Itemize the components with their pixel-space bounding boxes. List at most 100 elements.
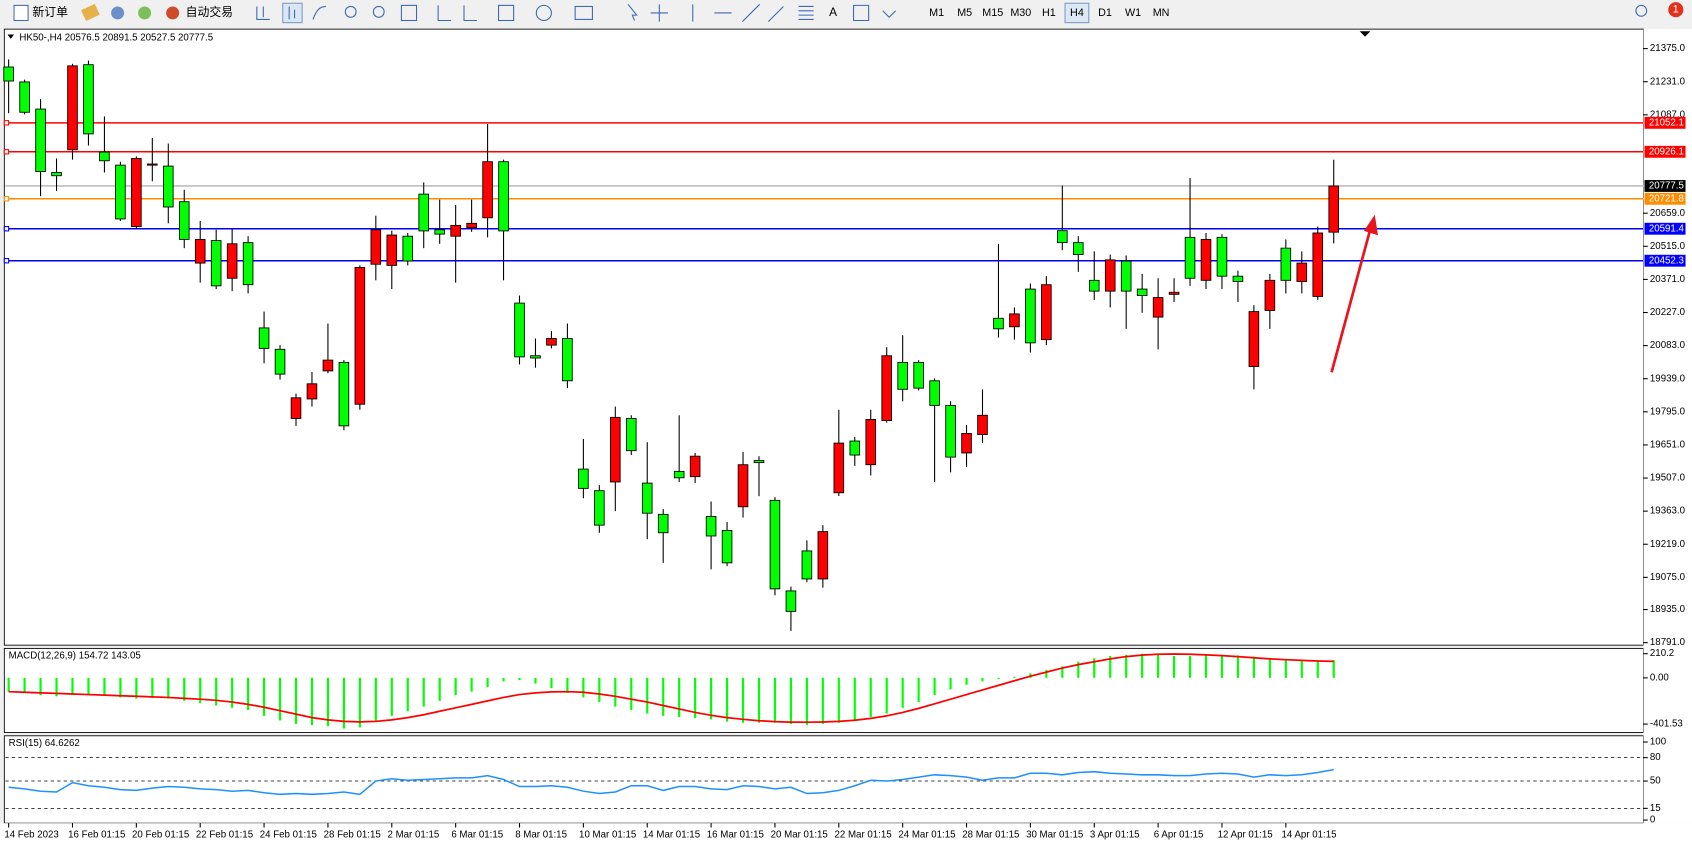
candle-body	[689, 455, 701, 478]
level-label-box	[1644, 192, 1686, 205]
chart-title: HK50-,H4 20576.5 20891.5 20527.5 20777.5	[19, 32, 213, 43]
candle-body	[993, 317, 1004, 330]
y-tick-label: 19363.0	[1650, 506, 1686, 517]
signal-line	[8, 653, 1334, 724]
level-label-box	[1644, 254, 1686, 267]
candle-body	[226, 243, 238, 279]
candle-body	[370, 229, 382, 265]
x-tick-label: 28 Feb 01:15	[324, 830, 381, 841]
timeframe-button[interactable]: M5	[957, 7, 972, 19]
y-tick-label: 100	[1650, 737, 1667, 748]
y-tick-label: 80	[1650, 752, 1661, 763]
level-handle	[3, 149, 10, 155]
candle-body	[290, 397, 302, 419]
rsi-line	[8, 768, 1334, 796]
candle-body	[242, 242, 254, 286]
y-tick-label: 20083.0	[1650, 340, 1686, 351]
icon	[138, 6, 152, 20]
candle-body	[721, 530, 733, 564]
candle-body	[1184, 236, 1196, 279]
timeframe-button[interactable]: H1	[1042, 7, 1056, 19]
candle-body	[929, 380, 940, 406]
candle-body	[482, 161, 493, 219]
timeframe-button[interactable]: D1	[1098, 7, 1112, 19]
candle-body	[162, 165, 174, 208]
candle-body	[466, 222, 477, 229]
icon	[400, 4, 418, 22]
timeframe-button[interactable]: M15	[982, 7, 1003, 19]
candle-body	[913, 361, 924, 389]
annotation-arrow	[1330, 214, 1378, 373]
price-label: 20777.5	[1649, 181, 1684, 192]
x-tick-label: 6 Mar 01:15	[451, 830, 503, 841]
candle-body	[961, 433, 972, 454]
candle-body	[51, 172, 62, 177]
y-tick-label: 19651.0	[1650, 439, 1686, 450]
candle-body	[578, 468, 589, 489]
candle-body	[354, 267, 366, 405]
candle-body	[1248, 311, 1260, 367]
level-handle	[3, 258, 10, 264]
toolbar-icons	[256, 2, 897, 24]
timeframe-button[interactable]: W1	[1125, 7, 1141, 19]
candle-body	[1328, 185, 1340, 233]
candle-body	[322, 359, 334, 372]
candle-body	[1088, 279, 1100, 292]
search-icon	[1635, 4, 1648, 17]
candle-body	[657, 513, 669, 534]
level-label: 20721.8	[1649, 193, 1684, 204]
candle-body	[1168, 291, 1180, 295]
x-tick-label: 16 Mar 01:15	[707, 830, 764, 841]
candle-body	[705, 515, 717, 537]
level-label: 20926.1	[1649, 146, 1684, 157]
candle-body	[147, 163, 158, 166]
auto-trading-button[interactable]: 自动交易	[186, 5, 233, 19]
candle-body	[865, 418, 877, 466]
y-tick-label: 18791.0	[1650, 637, 1686, 648]
level-label: 20591.4	[1649, 223, 1685, 234]
notification-count[interactable]: 1	[1673, 4, 1679, 16]
x-tick-label: 22 Feb 01:15	[196, 830, 253, 841]
candle-body	[546, 338, 557, 346]
candle-body	[753, 460, 765, 464]
text-tool-button[interactable]: A	[829, 5, 837, 19]
y-tick-label: 20659.0	[1650, 208, 1686, 219]
candle-body	[1232, 275, 1244, 282]
candle-body	[178, 201, 190, 240]
candle-body	[498, 161, 509, 232]
y-tick-label: 20227.0	[1650, 307, 1686, 318]
icon	[111, 6, 125, 20]
x-tick-label: 6 Apr 01:15	[1154, 830, 1204, 841]
candle-body	[1312, 232, 1324, 297]
x-tick-label: 24 Feb 01:15	[260, 830, 317, 841]
icon	[81, 3, 100, 22]
icon	[344, 5, 357, 18]
timeframe-button[interactable]: H4	[1070, 7, 1084, 19]
level-handle	[3, 196, 10, 202]
candle-body	[769, 499, 781, 590]
candle-body	[386, 234, 398, 266]
timeframe-button[interactable]: M30	[1010, 7, 1031, 19]
candle-body	[19, 81, 30, 113]
candle-body	[1104, 259, 1116, 292]
toolbar-background	[0, 0, 1692, 26]
timeframe-button[interactable]: M1	[929, 7, 944, 19]
candle-body	[1025, 288, 1036, 344]
candle-body	[99, 151, 110, 162]
candle-body	[338, 361, 350, 427]
candle-body	[1296, 262, 1308, 282]
arrow-shaft	[1330, 228, 1372, 373]
timeframe-button[interactable]: MN	[1153, 7, 1170, 19]
candle-body	[817, 531, 829, 580]
candle-body	[1264, 279, 1276, 311]
x-tick-label: 30 Mar 01:15	[1026, 830, 1083, 841]
level-label: 20452.3	[1649, 255, 1684, 266]
candle-body	[3, 66, 14, 82]
new-order-button[interactable]: 新订单	[32, 5, 68, 19]
y-tick-label: 21375.0	[1650, 43, 1686, 54]
y-tick-label: 19219.0	[1650, 539, 1686, 550]
candle-body	[1041, 284, 1052, 341]
candle-body	[897, 361, 908, 390]
